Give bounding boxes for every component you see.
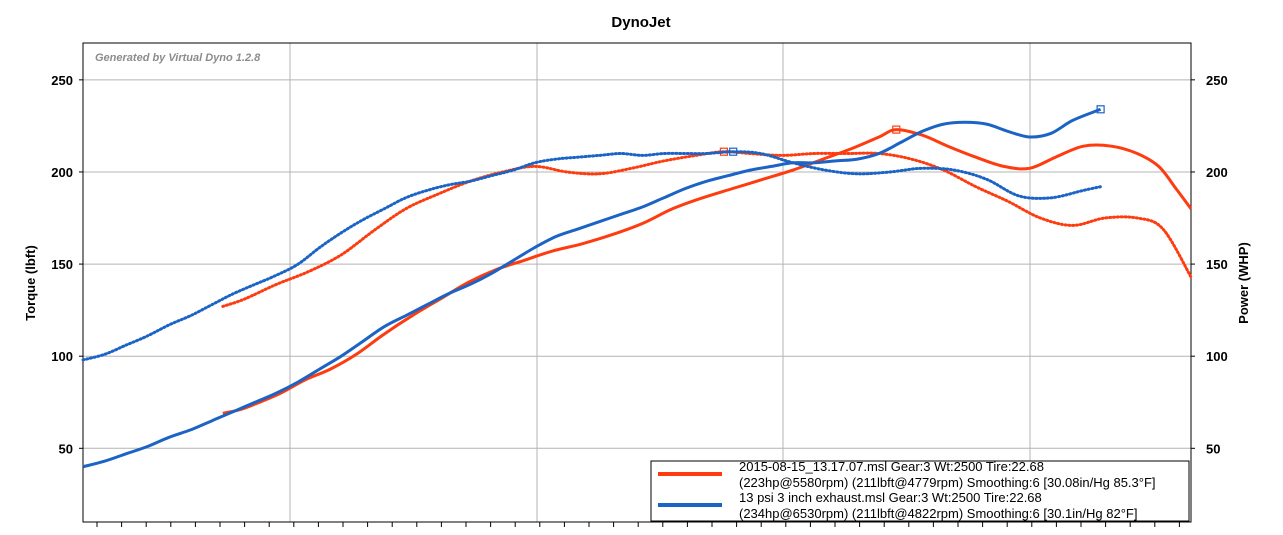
legend-series-1-line-1: 2015-08-15_13.17.07.msl Gear:3 Wt:2500 T… — [739, 459, 1044, 474]
series-1-torque-line — [221, 150, 1193, 308]
x-axis-ticks — [96, 522, 1180, 527]
legend-series-2-line-1: 13 psi 3 inch exhaust.msl Gear:3 Wt:2500… — [739, 490, 1042, 505]
series-1-power-line — [222, 128, 1193, 415]
y-right-tick-label: 250 — [1206, 73, 1228, 88]
watermark: Generated by Virtual Dyno 1.2.8 — [95, 52, 261, 64]
series-2-torque-peak-marker — [729, 147, 738, 156]
series-1-power-peak-marker — [892, 125, 901, 134]
series-2-power-line — [82, 107, 1102, 469]
series-2-power-peak-marker — [1096, 105, 1105, 114]
y-left-tick-label: 200 — [51, 165, 73, 180]
y-axis-right-label: Power (WHP) — [1236, 242, 1251, 324]
y-right-tick-label: 200 — [1206, 165, 1228, 180]
y-left-tick-label: 250 — [51, 73, 73, 88]
plot-frame — [82, 42, 1192, 523]
legend-series-1-line-2: (223hp@5580rpm) (211lbft@4779rpm) Smooth… — [739, 475, 1156, 490]
y-left-tick-label: 50 — [59, 441, 73, 456]
y-axis-left-label: Torque (lbft) — [23, 245, 38, 321]
y-left-tick-label: 150 — [51, 257, 73, 272]
y-right-tick-label: 50 — [1206, 441, 1220, 456]
y-axis-left-ticks: 50 100 150 200 250 — [51, 73, 83, 456]
series-2-torque-line — [81, 150, 1103, 362]
y-left-tick-label: 100 — [51, 349, 73, 364]
legend-box — [650, 460, 1190, 522]
y-right-tick-label: 150 — [1206, 257, 1228, 272]
chart-title: DynoJet — [611, 14, 670, 31]
legend: 2015-08-15_13.17.07.msl Gear:3 Wt:2500 T… — [650, 459, 1190, 522]
y-axis-right-ticks: 50 100 150 200 250 — [1191, 73, 1228, 456]
y-right-tick-label: 100 — [1206, 349, 1228, 364]
series-layer — [81, 105, 1193, 469]
grid — [83, 43, 1191, 522]
legend-series-2-line-2: (234hp@6530rpm) (211lbft@4822rpm) Smooth… — [739, 506, 1137, 521]
